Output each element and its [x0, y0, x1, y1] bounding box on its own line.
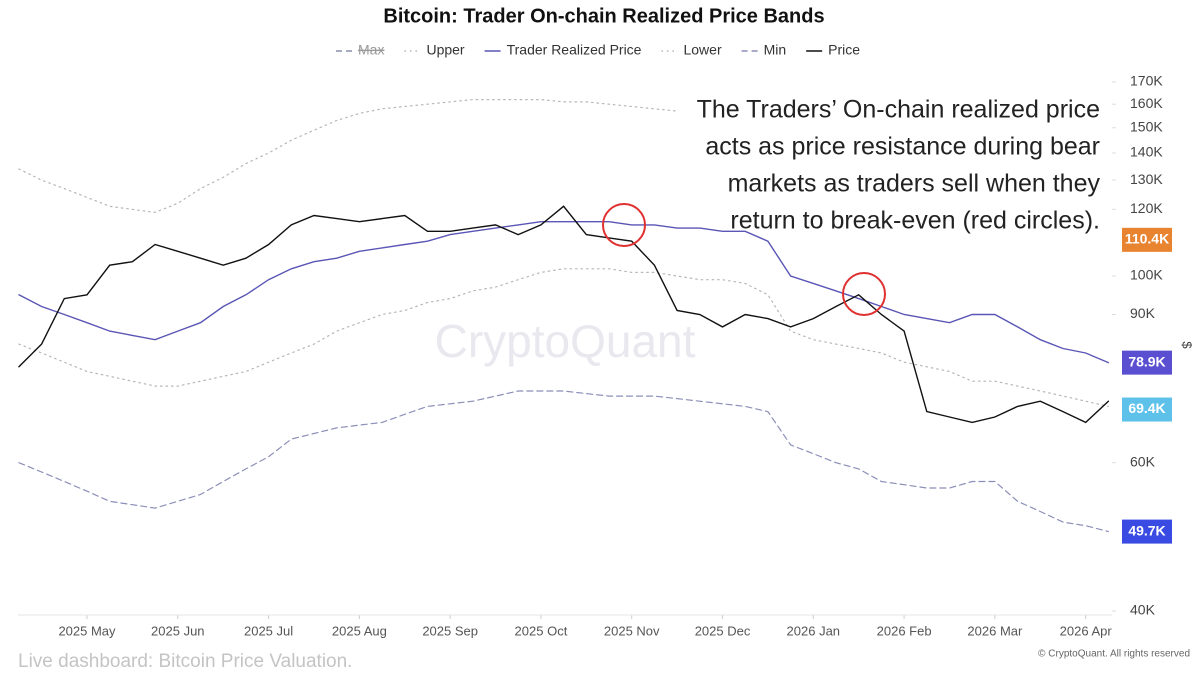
y-tick-label: 40K [1130, 602, 1156, 618]
series-line [18, 268, 1109, 407]
legend-label: Min [764, 42, 787, 58]
x-tick-label: 2026 Feb [877, 623, 932, 638]
end-label: 69.4K [1128, 400, 1165, 416]
y-tick-label: 150K [1130, 118, 1163, 134]
end-label: 49.7K [1128, 522, 1165, 538]
chart-title: Bitcoin: Trader On-chain Realized Price … [383, 5, 824, 27]
x-tick-label: 2025 Dec [695, 623, 751, 638]
highlight-circle [842, 272, 886, 316]
y-tick-label: 170K [1130, 73, 1163, 89]
y-axis-label: $ [1180, 341, 1195, 349]
legend-label: Max [358, 42, 384, 58]
x-tick-label: 2025 May [58, 623, 116, 638]
legend: Max Upper Trader Realized Price Lower Min Pri… [336, 42, 860, 58]
series-line [18, 390, 1109, 533]
x-tick-label: 2026 Apr [1060, 623, 1113, 638]
x-tick-label: 2025 Nov [604, 623, 660, 638]
watermark: CryptoQuant [435, 315, 696, 367]
series-line [18, 205, 1110, 424]
end-label: 110.4K [1125, 231, 1169, 247]
x-tick-label: 2025 Jul [244, 623, 293, 638]
legend-label: Trader Realized Price [507, 42, 642, 58]
end-label-box [1122, 519, 1172, 544]
x-tick-label: 2026 Jan [787, 623, 841, 638]
end-label: 78.9K [1128, 353, 1165, 369]
legend-label: Upper [426, 42, 464, 58]
legend-label: Price [828, 42, 860, 58]
series-line [18, 221, 1110, 364]
annotation-line: markets as traders sell when they [728, 170, 1101, 198]
y-tick-label: 100K [1130, 267, 1163, 283]
y-tick-label: 160K [1130, 95, 1163, 111]
x-tick-label: 2025 Aug [332, 623, 387, 638]
series-line [18, 99, 678, 214]
copyright: © CryptoQuant. All rights reserved [1038, 649, 1190, 660]
plot-area [18, 81, 1116, 619]
x-tick-label: 2025 Oct [515, 623, 568, 638]
end-label-box [1122, 227, 1172, 252]
footer: Live dashboard: Bitcoin Price Valuation. [18, 651, 352, 672]
x-tick-label: 2026 Mar [967, 623, 1023, 638]
y-tick-label: 90K [1130, 305, 1156, 321]
annotation-line: The Traders’ On-chain realized price [697, 96, 1100, 124]
end-label-box [1122, 397, 1172, 422]
annotation-line: acts as price resistance during bear [705, 133, 1100, 161]
x-tick-label: 2025 Jun [151, 623, 205, 638]
y-tick-label: 130K [1130, 171, 1163, 187]
annotation: The Traders’ On-chain realized price acts… [697, 96, 1101, 235]
y-tick-label: 120K [1130, 200, 1163, 216]
x-tick-label: 2025 Sep [422, 623, 478, 638]
annotation-line: return to break-even (red circles). [730, 207, 1100, 235]
highlight-circle [602, 203, 646, 247]
legend-label: Lower [683, 42, 721, 58]
y-tick-label: 60K [1130, 453, 1156, 469]
end-label-box [1122, 350, 1172, 375]
y-tick-label: 140K [1130, 144, 1163, 160]
